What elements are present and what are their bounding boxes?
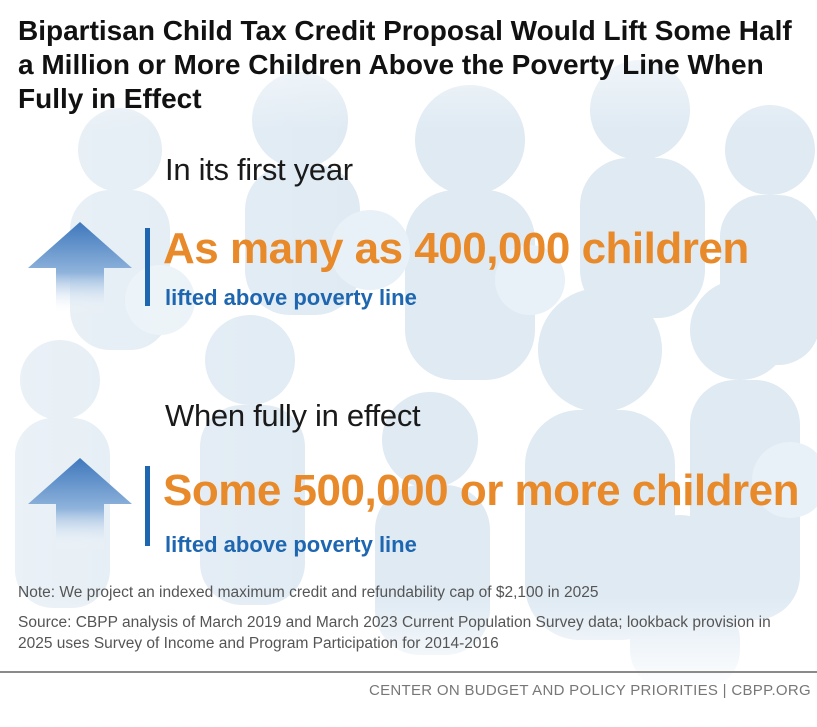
headline-first-year: As many as 400,000 children bbox=[163, 224, 749, 273]
accent-bar bbox=[145, 228, 150, 306]
section-label-first-year: In its first year bbox=[165, 152, 353, 187]
up-arrow-icon bbox=[28, 222, 132, 314]
section-label-fully-in-effect: When fully in effect bbox=[165, 398, 421, 433]
infographic-title: Bipartisan Child Tax Credit Proposal Wou… bbox=[18, 15, 792, 114]
footer-credit: CENTER ON BUDGET AND POLICY PRIORITIES |… bbox=[368, 682, 811, 699]
source-text: Source: CBPP analysis of March 2019 and … bbox=[18, 614, 771, 652]
note-text: Note: We project an indexed maximum cred… bbox=[18, 584, 599, 601]
up-arrow-icon bbox=[28, 458, 132, 550]
subline-first-year: lifted above poverty line bbox=[165, 285, 417, 310]
headline-fully-in-effect: Some 500,000 or more children bbox=[163, 466, 800, 515]
accent-bar bbox=[145, 466, 150, 546]
subline-fully-in-effect: lifted above poverty line bbox=[165, 532, 417, 557]
divider bbox=[0, 671, 817, 673]
